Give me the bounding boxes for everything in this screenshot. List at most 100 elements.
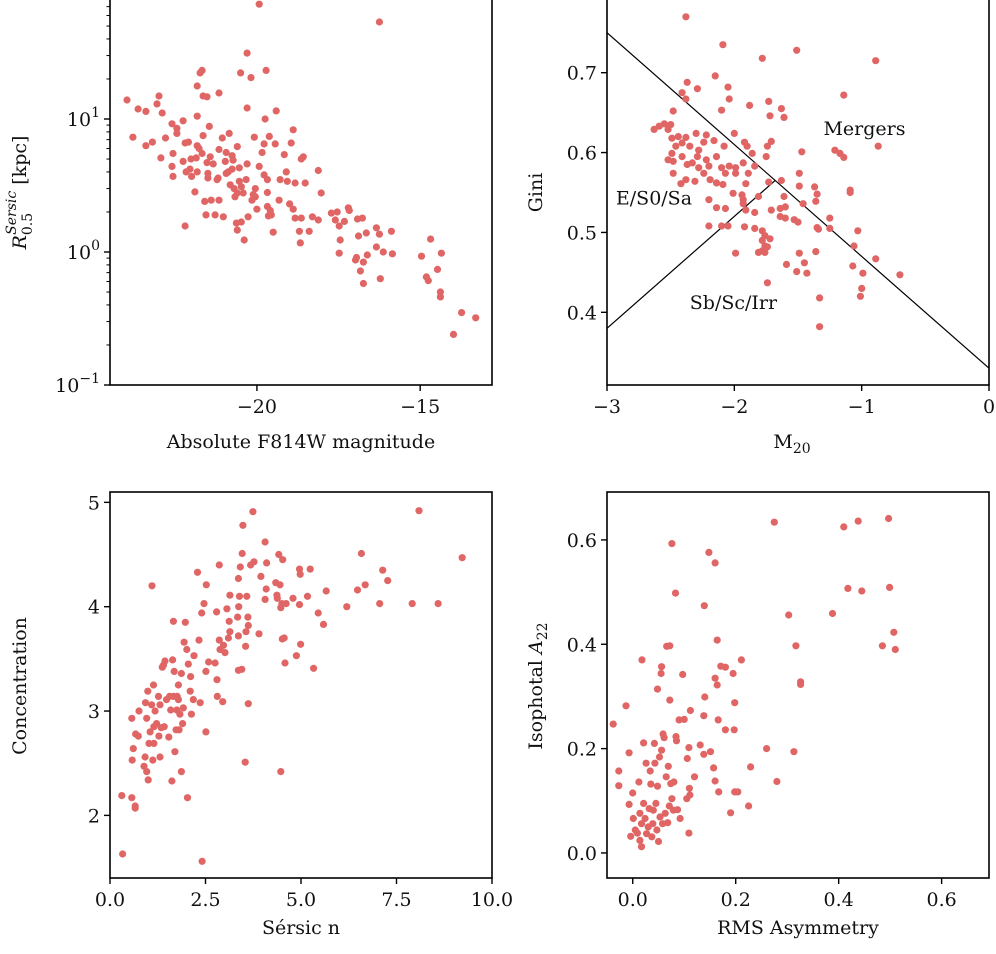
data-point [213,692,221,701]
data-point [637,843,646,851]
data-point [211,211,219,219]
data-point [143,768,151,776]
data-point [765,178,773,186]
data-point [891,645,899,654]
data-point [267,211,275,219]
data-point [233,226,241,234]
data-point [686,142,694,150]
data-point [263,559,271,567]
data-point [352,253,361,262]
data-point [653,782,662,790]
data-point [682,133,690,141]
data-point [695,146,703,154]
data-point [701,693,709,701]
data-point [647,780,655,788]
data-point [141,699,150,707]
data-point [233,143,241,151]
data-point [262,66,270,74]
data-point [296,239,304,247]
data-point [275,550,283,559]
data-point [646,767,654,775]
data-point [188,172,196,180]
data-point [170,667,178,676]
data-point [343,603,351,611]
data-point [890,628,898,636]
data-point [781,214,789,222]
region-label: E/S0/Sa [616,187,692,209]
y-tick-label: 0.6 [567,143,597,165]
data-point [878,642,887,650]
data-point [777,105,786,113]
data-point [766,112,774,120]
data-point [672,737,681,745]
data-point [235,164,243,172]
data-point [840,91,848,99]
axes-frame [109,491,493,879]
data-point [165,733,173,741]
data-point [715,788,723,796]
data-point [794,218,802,226]
data-point [711,674,719,682]
data-point [652,799,660,808]
data-point [142,142,150,150]
data-point [191,188,199,196]
data-point [295,601,304,609]
x-tick-label: −3 [593,396,621,418]
data-point [226,591,234,599]
data-point [609,720,617,728]
data-point [215,561,223,569]
data-point [737,656,746,664]
data-point [144,776,152,784]
data-point [379,248,387,256]
data-point [242,176,250,184]
data-point [742,180,750,188]
data-point [658,746,666,754]
data-point [739,200,747,208]
data-point [800,259,809,267]
data-point [874,142,882,150]
data-point [291,179,299,187]
data-point [655,753,664,761]
data-point [773,777,781,786]
x-tick-label: 0 [983,396,995,418]
data-point [719,180,727,189]
y-tick-label: 0.4 [567,634,597,656]
data-point [225,129,233,137]
data-point [739,159,747,167]
data-point [719,41,727,49]
data-point [388,250,396,258]
data-point [710,137,718,145]
data-point [179,117,187,125]
data-point [272,107,280,115]
data-point [763,745,771,753]
data-point [798,148,806,156]
data-point [148,582,156,590]
y-axis-label: R0.5Sersic [kpc] [4,136,36,251]
data-point [643,830,651,838]
data-point [660,120,668,128]
data-point [169,149,177,158]
data-point [244,621,252,630]
data-point [763,243,772,251]
data-point [317,189,325,197]
data-point [734,788,742,796]
data-point [705,162,713,170]
data-point [660,734,668,742]
data-point [359,258,367,266]
data-point [685,784,694,792]
data-point [792,642,800,650]
data-point [280,634,288,642]
data-point [235,603,243,611]
data-point [711,777,719,785]
data-point [247,74,255,82]
data-point [433,265,442,273]
data-point [168,162,176,170]
data-point [134,105,142,113]
data-point [711,559,719,567]
y-tick-label: 0.5 [567,222,597,244]
tick-exponent: 0 [91,238,100,254]
label-main: R [9,235,31,250]
data-point [840,523,848,531]
data-point [240,236,248,244]
data-point [799,200,807,208]
